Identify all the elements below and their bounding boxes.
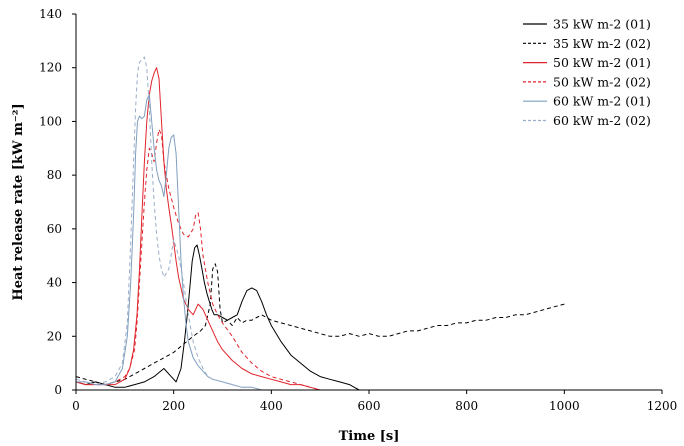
y-tick-label: 20 — [47, 329, 62, 343]
plot-area — [75, 56, 565, 391]
series-line-4 — [75, 129, 321, 391]
tick-labels: 0 200 400 600 800 1000 1200 0 20 40 60 80 100 120 140 — [39, 7, 677, 413]
x-tick-label: 800 — [455, 399, 478, 413]
y-tick-label: 100 — [39, 114, 62, 128]
x-tick-label: 600 — [358, 399, 381, 413]
series-line-5 — [76, 94, 262, 391]
y-axis-label: Heat release rate [kW m⁻²] — [11, 103, 26, 300]
legend-label-3: 50 kW m-2 (01) — [553, 55, 651, 70]
y-tick-label: 40 — [47, 276, 62, 290]
x-tick-label: 200 — [162, 399, 185, 413]
series-line-6 — [75, 56, 262, 391]
x-tick-label: 1000 — [549, 399, 580, 413]
x-tick-label: 0 — [72, 399, 80, 413]
y-tick-label: 120 — [39, 61, 62, 75]
y-tick-label: 140 — [39, 7, 62, 21]
series-line-1 — [75, 244, 360, 391]
series-line-2 — [75, 263, 565, 386]
legend-label-4: 50 kW m-2 (02) — [553, 74, 651, 89]
legend-label-2: 35 kW m-2 (02) — [553, 36, 651, 51]
legend-label-1: 35 kW m-2 (01) — [553, 17, 651, 32]
x-tick-label: 1200 — [647, 399, 678, 413]
y-tick-label: 60 — [47, 222, 62, 236]
legend-label-5: 60 kW m-2 (01) — [553, 94, 651, 109]
y-tick-label: 80 — [47, 168, 62, 182]
x-axis-label: Time [s] — [339, 429, 400, 444]
y-tick-label: 0 — [54, 383, 62, 397]
legend-label-6: 60 kW m-2 (02) — [553, 113, 651, 128]
x-tick-label: 400 — [260, 399, 283, 413]
axes — [72, 13, 663, 394]
series-line-3 — [75, 67, 321, 391]
legend: 35 kW m-2 (01) 35 kW m-2 (02) 50 kW m-2 (0… — [523, 17, 651, 128]
